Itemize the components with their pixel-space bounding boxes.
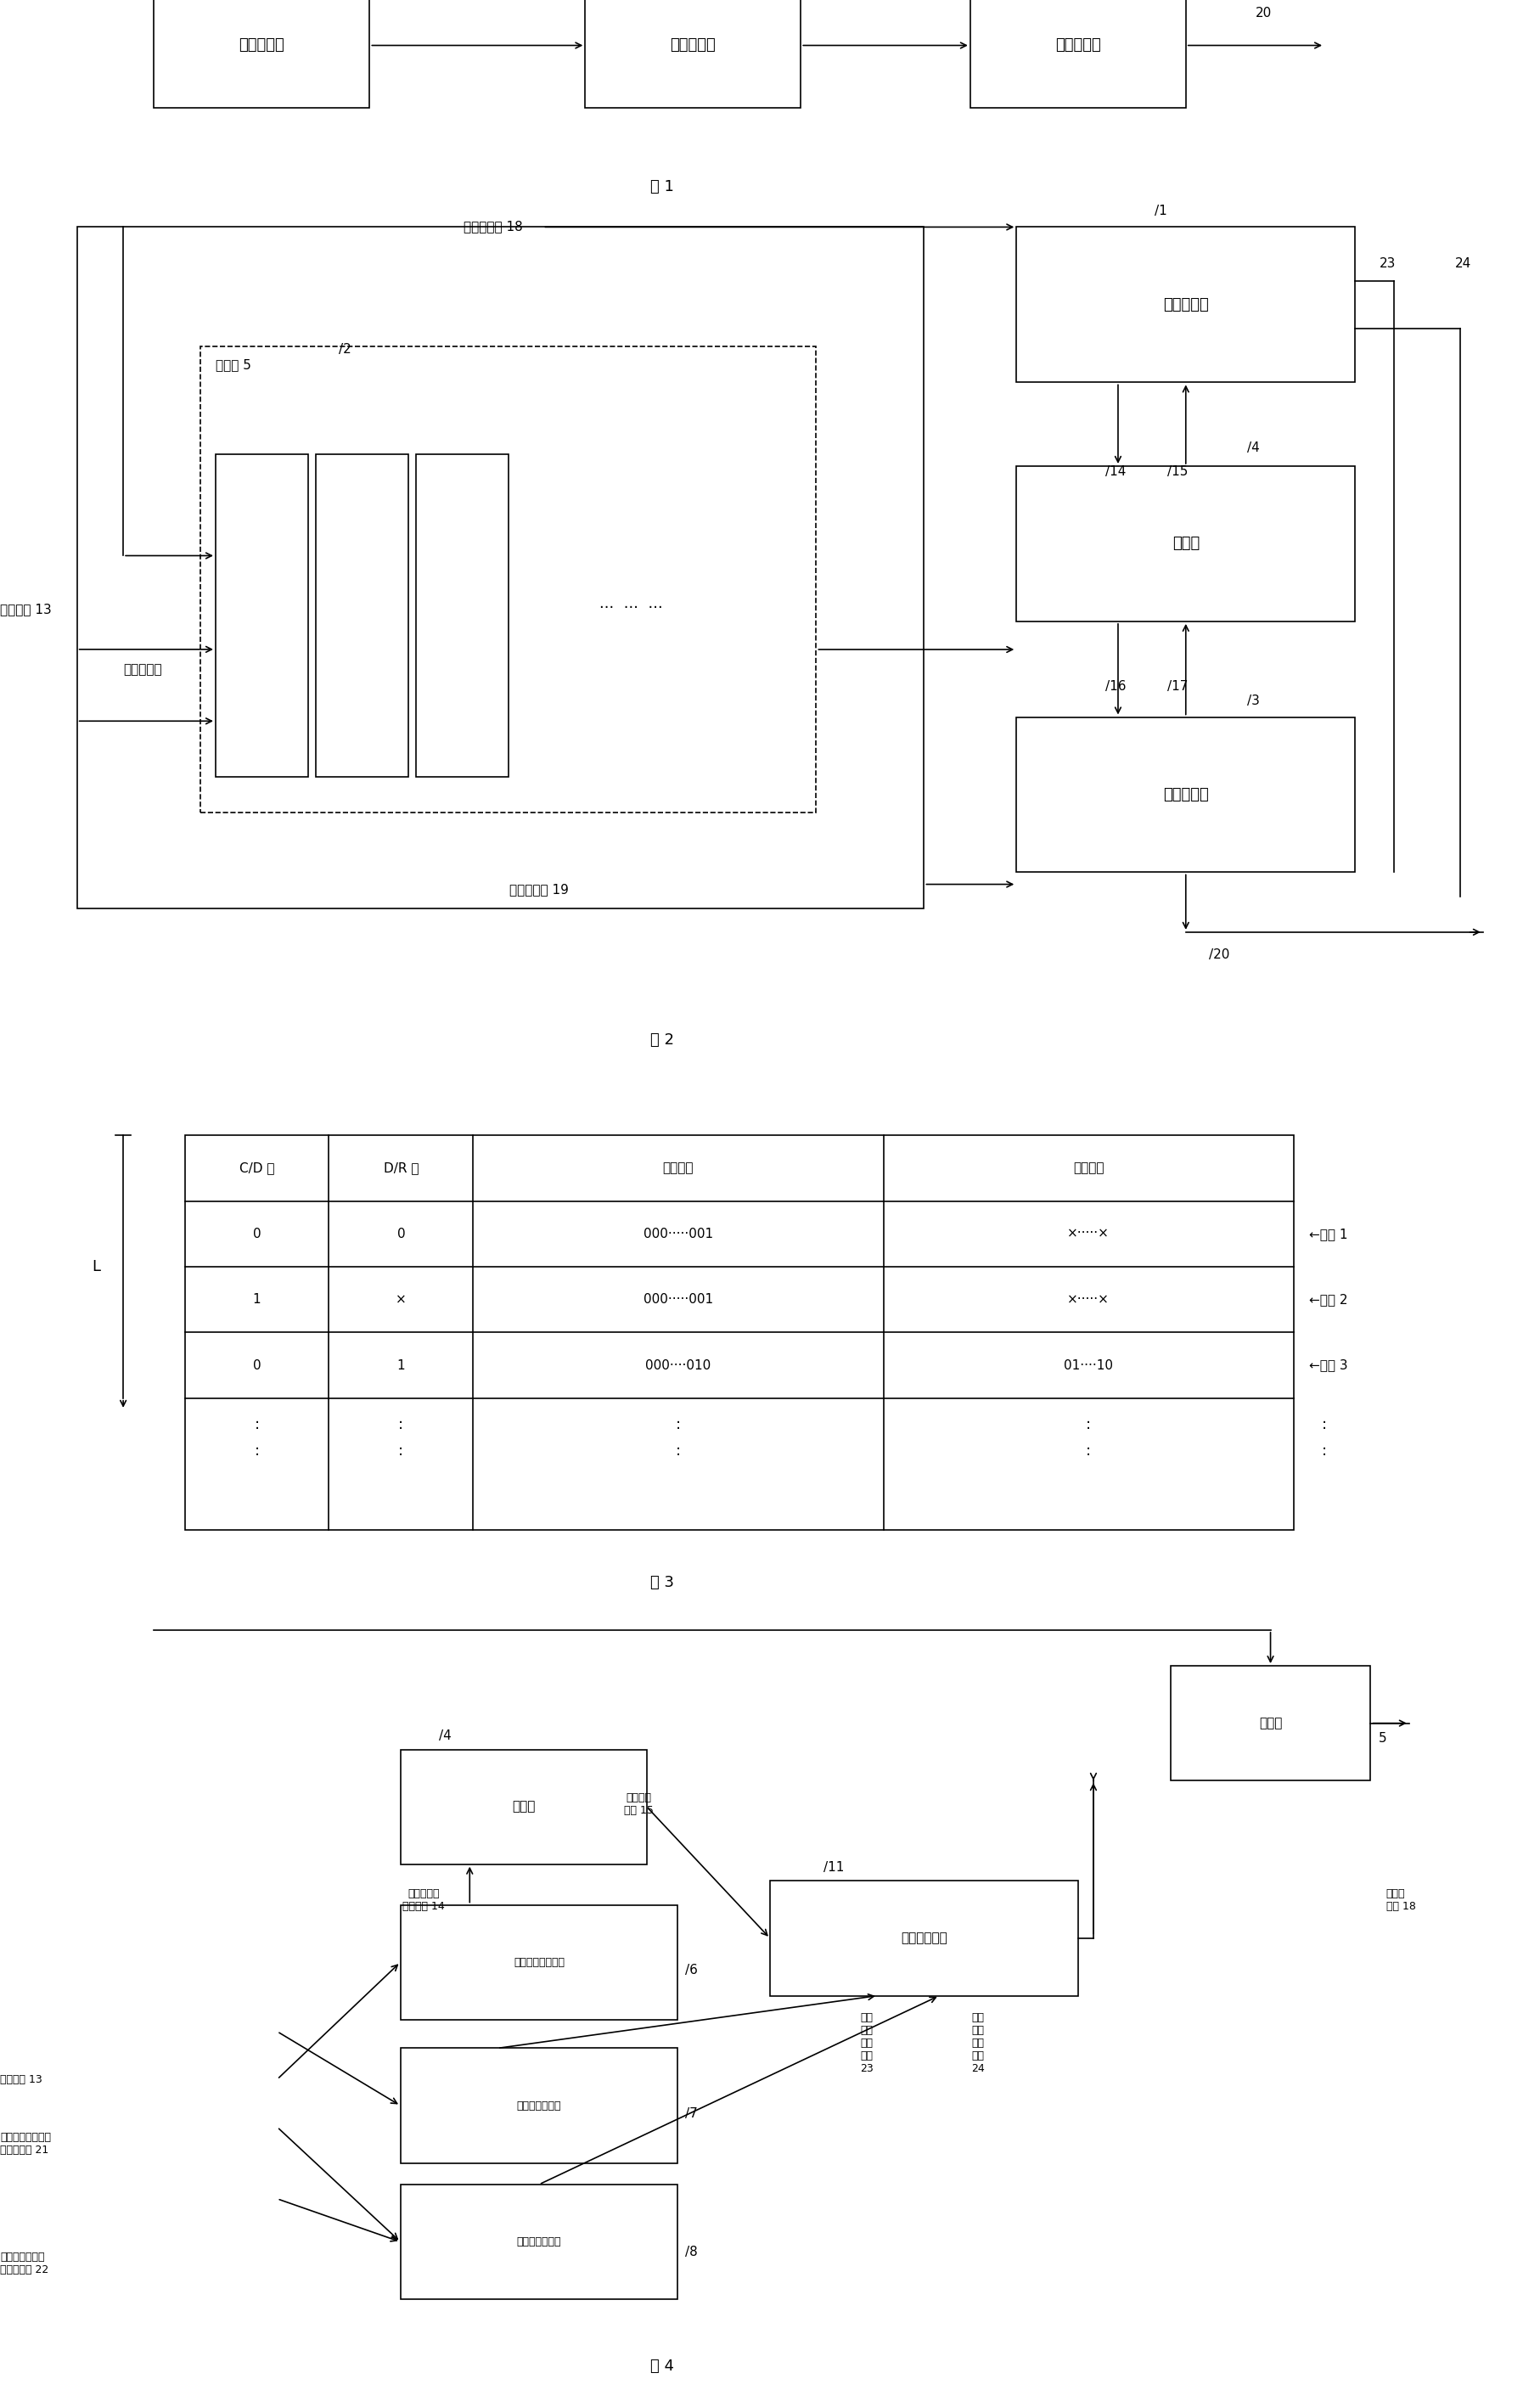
Bar <box>1170 1666 1371 1781</box>
Text: :: : <box>254 1417 259 1432</box>
Text: 测试生成器: 测试生成器 <box>1163 296 1209 313</box>
Text: 时钟信号 13: 时钟信号 13 <box>0 602 51 617</box>
Text: 响应分析器: 响应分析器 <box>1055 38 1101 53</box>
Text: /11: /11 <box>824 1862 844 1874</box>
Text: :: : <box>1086 1417 1090 1432</box>
Text: ...  ...  ...: ... ... ... <box>599 595 664 612</box>
Text: /14: /14 <box>1106 466 1126 478</box>
Text: /2: /2 <box>339 344 351 356</box>
Text: /1: /1 <box>1155 206 1167 217</box>
Bar <box>585 0 801 108</box>
Text: 移出位信息 19: 移出位信息 19 <box>510 884 568 896</box>
Text: 23: 23 <box>1380 258 1397 270</box>
Text: :: : <box>254 1444 259 1458</box>
Text: /3: /3 <box>1247 695 1260 707</box>
Text: 被测电路板: 被测电路板 <box>670 38 716 53</box>
Text: 扫描链递增计数器
进位标志位 21: 扫描链递增计数器 进位标志位 21 <box>0 2132 51 2156</box>
Text: :: : <box>1321 1444 1327 1458</box>
Text: L: L <box>91 1260 100 1274</box>
Text: 图 4: 图 4 <box>650 2359 675 2373</box>
Text: 响应分析器: 响应分析器 <box>1163 786 1209 803</box>
Text: 扫描链递增计数器: 扫描链递增计数器 <box>513 1957 565 1967</box>
Bar <box>77 227 924 908</box>
Bar <box>416 454 508 777</box>
Text: /4: /4 <box>1247 442 1260 454</box>
Text: 0: 0 <box>253 1228 260 1240</box>
Text: 5: 5 <box>1378 1733 1386 1745</box>
Text: 000·····001: 000·····001 <box>644 1293 713 1305</box>
Text: 测试
向量
计数
器值
23: 测试 向量 计数 器值 23 <box>861 2012 873 2075</box>
Bar <box>400 1749 647 1864</box>
Text: /16: /16 <box>1106 681 1127 693</box>
Text: 1: 1 <box>253 1293 260 1305</box>
Text: /6: /6 <box>685 1965 698 1977</box>
Text: 测试
循环
计数
器值
24: 测试 循环 计数 器值 24 <box>972 2012 984 2075</box>
Bar <box>400 2048 678 2163</box>
Text: 24: 24 <box>1455 258 1472 270</box>
Text: 01····10: 01····10 <box>1064 1360 1113 1372</box>
Text: D/R 位: D/R 位 <box>383 1162 419 1173</box>
Text: 被测电路板: 被测电路板 <box>123 662 162 676</box>
Text: ←单元 1: ←单元 1 <box>1309 1228 1348 1240</box>
Text: ←单元 2: ←单元 2 <box>1309 1293 1348 1305</box>
Text: 20: 20 <box>1255 7 1272 19</box>
Text: 查找表: 查找表 <box>1172 535 1200 552</box>
Text: :: : <box>1086 1444 1090 1458</box>
Text: 测试循环计数器: 测试循环计数器 <box>517 2237 561 2247</box>
Bar <box>185 1135 1294 1530</box>
Bar <box>770 1881 1078 1996</box>
Bar <box>200 347 816 813</box>
Bar <box>154 0 370 108</box>
Bar <box>316 454 408 777</box>
Text: 时钟信号 13: 时钟信号 13 <box>0 2075 42 2084</box>
Text: ×: × <box>396 1293 407 1305</box>
Bar <box>1016 466 1355 621</box>
Bar <box>1016 227 1355 382</box>
Text: 查找表: 查找表 <box>511 1800 536 1814</box>
Text: 移入位选择器: 移入位选择器 <box>901 1931 947 1945</box>
Bar <box>216 454 308 777</box>
Text: 0: 0 <box>397 1228 405 1240</box>
Text: /17: /17 <box>1167 681 1187 693</box>
Text: /7: /7 <box>685 2108 698 2120</box>
Text: 1: 1 <box>397 1360 405 1372</box>
Text: ←单元 3: ←单元 3 <box>1309 1360 1348 1372</box>
Text: 000····010: 000····010 <box>645 1360 711 1372</box>
Text: :: : <box>399 1417 403 1432</box>
Text: ×·····×: ×·····× <box>1067 1228 1110 1240</box>
Text: 扫描链 5: 扫描链 5 <box>216 358 251 370</box>
Text: 扫描链递增
计数器值 14: 扫描链递增 计数器值 14 <box>402 1888 445 1912</box>
Text: :: : <box>676 1444 681 1458</box>
Text: 图 2: 图 2 <box>650 1032 675 1047</box>
Text: 测试向量计数器
进位标志位 22: 测试向量计数器 进位标志位 22 <box>0 2251 49 2275</box>
Text: 测试生成器: 测试生成器 <box>239 38 285 53</box>
Text: 扫描链: 扫描链 <box>1258 1716 1283 1730</box>
Text: 比较序列: 比较序列 <box>1073 1162 1104 1173</box>
Bar <box>970 0 1186 108</box>
Text: /8: /8 <box>685 2247 698 2259</box>
Text: 移入单元
信息 15: 移入单元 信息 15 <box>624 1792 654 1816</box>
Text: 测试向量计数器: 测试向量计数器 <box>517 2101 561 2110</box>
Text: 图 1: 图 1 <box>650 179 675 194</box>
Text: /15: /15 <box>1167 466 1187 478</box>
Text: :: : <box>399 1444 403 1458</box>
Text: :: : <box>1321 1417 1327 1432</box>
Text: 移入位
信息 18: 移入位 信息 18 <box>1386 1888 1415 1912</box>
Text: 0: 0 <box>253 1360 260 1372</box>
Text: 图 3: 图 3 <box>650 1575 675 1589</box>
Text: ×·····×: ×·····× <box>1067 1293 1110 1305</box>
Text: :: : <box>676 1417 681 1432</box>
Text: 移入位信息 18: 移入位信息 18 <box>464 220 522 232</box>
Text: /4: /4 <box>439 1730 451 1742</box>
Text: 数据序列: 数据序列 <box>662 1162 693 1173</box>
Text: /20: /20 <box>1209 949 1229 961</box>
Text: C/D 位: C/D 位 <box>239 1162 274 1173</box>
Bar <box>400 1905 678 2020</box>
Bar <box>400 2184 678 2299</box>
Bar <box>1016 717 1355 872</box>
Text: 000·····001: 000·····001 <box>644 1228 713 1240</box>
